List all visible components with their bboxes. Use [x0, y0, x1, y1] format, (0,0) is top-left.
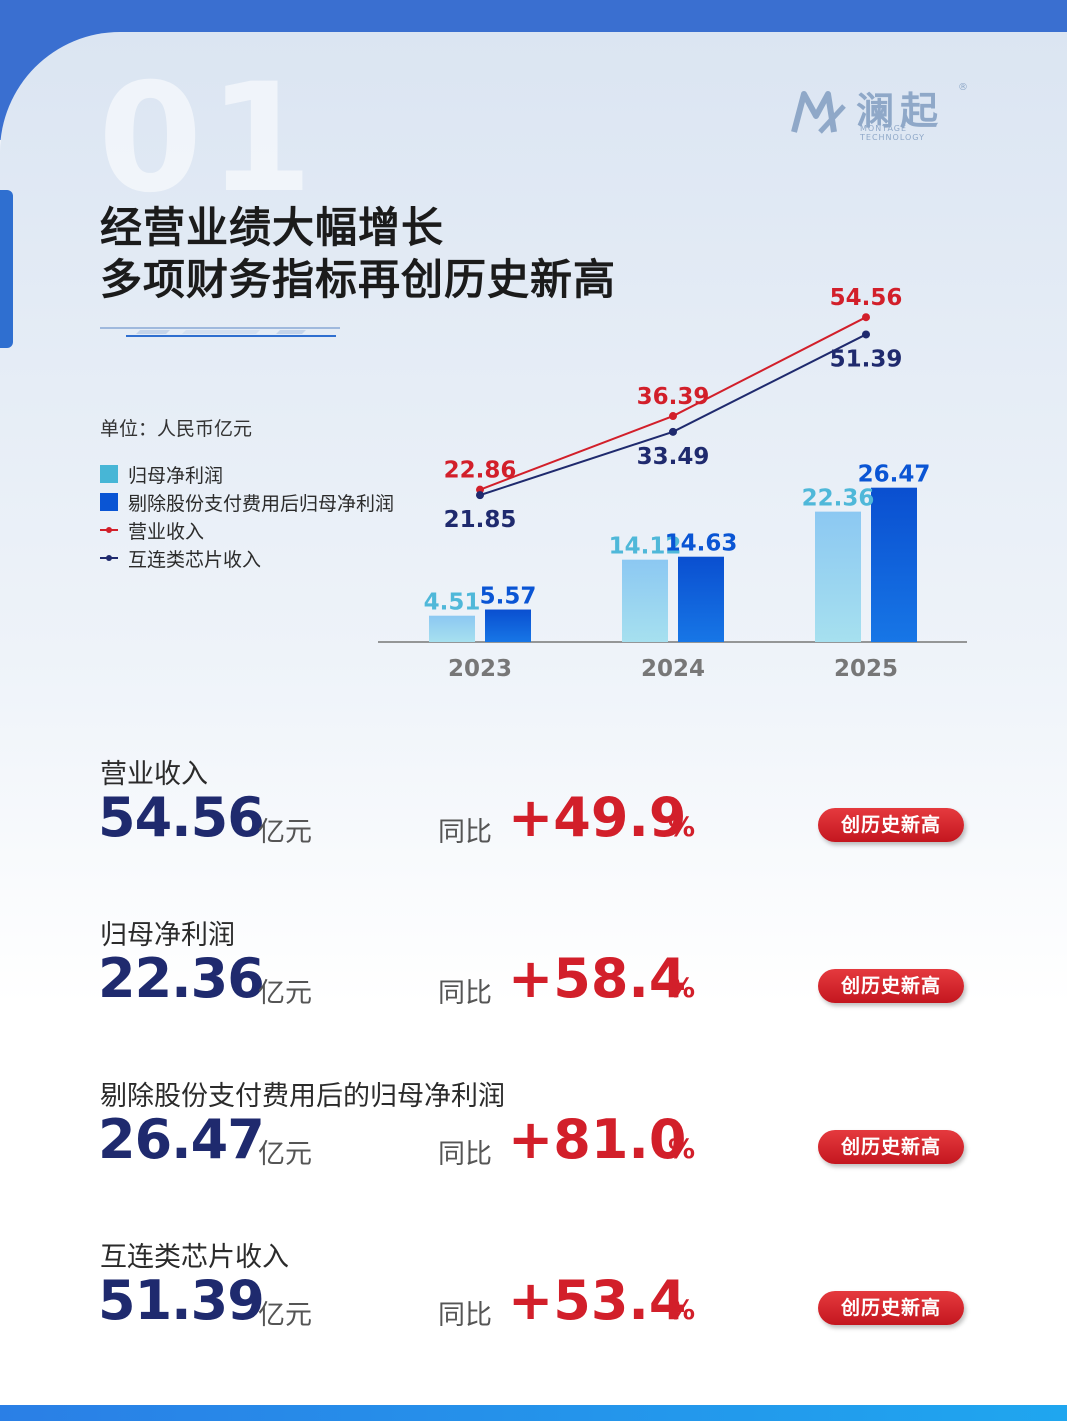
bar-adjusted-net-profit-2023 — [485, 609, 531, 642]
x-tick-label-2025: 2025 — [834, 656, 898, 682]
record-high-badge: 创历史新高 — [818, 969, 964, 1003]
bar-net-profit-label-2025: 22.36 — [802, 486, 875, 512]
metric-value: 26.47 — [98, 1108, 265, 1171]
company-logo: 澜起 ® MONTAGE TECHNOLOGY — [790, 80, 970, 142]
yoy-value: +81.0 — [508, 1108, 687, 1171]
bar-net-profit-label-2024: 14.12 — [609, 534, 682, 560]
bar-adjusted-net-profit-label-2023: 5.57 — [480, 584, 537, 610]
metric-unit: 亿元 — [258, 1300, 312, 1331]
revenue-point-2023 — [476, 485, 484, 494]
metric-unit: 亿元 — [258, 978, 312, 1009]
revenue-label-2024: 36.39 — [637, 384, 710, 410]
metric-interconnect-revenue: 互连类芯片收入 51.39 亿元 同比 +53.4 % 创历史新高 — [98, 1235, 1000, 1365]
metric-label: 互连类芯片收入 — [100, 1242, 289, 1273]
metric-unit: 亿元 — [258, 1139, 312, 1170]
bar-net-profit-2024 — [622, 559, 668, 642]
bar-net-profit-2025 — [815, 511, 861, 642]
interconnect-revenue-label-2023: 21.85 — [444, 507, 517, 533]
legend-line-marker — [100, 521, 118, 539]
bar-net-profit-2023 — [429, 615, 475, 642]
side-tab — [0, 190, 13, 348]
bottom-band — [0, 1405, 1067, 1421]
revenue-point-2024 — [669, 412, 677, 421]
revenue-label-2025: 54.56 — [830, 285, 903, 311]
yoy-label: 同比 — [438, 1300, 492, 1331]
record-high-badge: 创历史新高 — [818, 1291, 964, 1325]
interconnect-revenue-point-2024 — [669, 427, 677, 436]
bar-adjusted-net-profit-label-2024: 14.63 — [665, 531, 738, 557]
chart-unit: 单位：人民币亿元 — [100, 418, 253, 440]
legend-swatch — [100, 493, 118, 511]
title-decoration — [100, 327, 340, 337]
logo-mark-icon — [791, 91, 846, 134]
yoy-value: +49.9 — [508, 786, 687, 849]
bar-adjusted-net-profit-2024 — [678, 556, 724, 642]
legend-label: 归母净利润 — [128, 464, 224, 487]
yoy-value: +53.4 — [508, 1269, 687, 1332]
yoy-percent-sign: % — [668, 1295, 696, 1326]
metric-adjusted-net-profit: 剔除股份支付费用后的归母净利润 26.47 亿元 同比 +81.0 % 创历史新… — [98, 1074, 1000, 1204]
metric-value: 54.56 — [98, 786, 265, 849]
yoy-label: 同比 — [438, 1139, 492, 1170]
interconnect-revenue-point-2025 — [862, 330, 870, 339]
page-title-line1: 经营业绩大幅增长 — [100, 203, 445, 252]
yoy-value: +58.4 — [508, 947, 687, 1010]
background-panel — [0, 32, 1067, 1421]
legend-item-net-profit: 归母净利润 — [100, 460, 394, 488]
yoy-percent-sign: % — [668, 812, 696, 843]
page-title-line2: 多项财务指标再创历史新高 — [100, 255, 617, 304]
legend-item-adjusted-net-profit: 剔除股份支付费用后归母净利润 — [100, 488, 394, 516]
bar-adjusted-net-profit-label-2025: 26.47 — [858, 462, 931, 488]
revenue-point-2025 — [862, 313, 870, 322]
record-high-badge: 创历史新高 — [818, 1130, 964, 1164]
yoy-percent-sign: % — [668, 973, 696, 1004]
x-tick-label-2023: 2023 — [448, 656, 512, 682]
record-high-badge: 创历史新高 — [818, 808, 964, 842]
metric-net-profit: 归母净利润 22.36 亿元 同比 +58.4 % 创历史新高 — [98, 913, 1000, 1043]
interconnect-revenue-label-2025: 51.39 — [830, 346, 903, 372]
bar-adjusted-net-profit-2025 — [871, 487, 917, 642]
revenue-label-2023: 22.86 — [444, 458, 517, 484]
legend-label: 互连类芯片收入 — [128, 548, 262, 571]
section-number: 01 — [98, 52, 319, 226]
metric-value: 22.36 — [98, 947, 265, 1010]
legend-swatch — [100, 465, 118, 483]
bar-net-profit-label-2023: 4.51 — [424, 590, 481, 616]
metric-label: 剔除股份支付费用后的归母净利润 — [100, 1081, 505, 1112]
metric-unit: 亿元 — [258, 817, 312, 848]
interconnect-revenue-point-2023 — [476, 491, 484, 500]
logo-name-en: MONTAGE TECHNOLOGY — [860, 124, 925, 142]
legend-label: 剔除股份支付费用后归母净利润 — [128, 492, 395, 515]
metric-value: 51.39 — [98, 1269, 265, 1332]
interconnect-revenue-label-2024: 33.49 — [637, 444, 710, 470]
logo-name-cn: 澜起 — [856, 88, 945, 133]
metric-label: 营业收入 — [100, 759, 208, 790]
metric-revenue: 营业收入 54.56 亿元 同比 +49.9 % 创历史新高 — [98, 752, 1000, 882]
logo-registered-mark: ® — [958, 82, 968, 93]
yoy-percent-sign: % — [668, 1134, 696, 1165]
yoy-label: 同比 — [438, 817, 492, 848]
legend-line-marker — [100, 549, 118, 567]
legend-item-interconnect-revenue: 互连类芯片收入 — [100, 544, 394, 572]
chart-legend: 归母净利润 剔除股份支付费用后归母净利润 营业收入 互连类芯片收入 — [100, 460, 394, 572]
legend-item-revenue: 营业收入 — [100, 516, 394, 544]
yoy-label: 同比 — [438, 978, 492, 1009]
metric-label: 归母净利润 — [100, 920, 235, 951]
legend-label: 营业收入 — [128, 520, 205, 543]
x-tick-label-2024: 2024 — [641, 656, 705, 682]
